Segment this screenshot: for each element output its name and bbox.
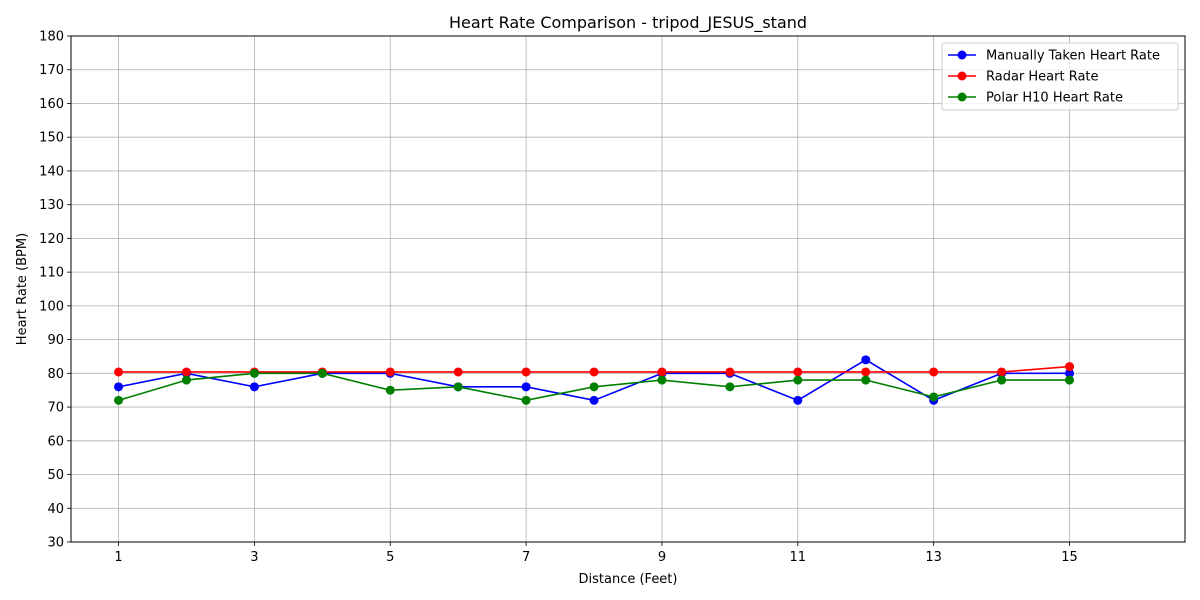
data-point	[793, 367, 803, 377]
data-point	[521, 367, 531, 377]
legend-label: Manually Taken Heart Rate	[986, 49, 1160, 64]
data-point	[1065, 375, 1075, 385]
y-tick-label: 90	[47, 333, 64, 348]
y-tick-label: 30	[47, 536, 64, 551]
x-tick-label: 3	[250, 550, 258, 565]
data-point	[453, 382, 463, 392]
legend-swatch-marker	[957, 71, 967, 81]
x-tick-label: 1	[114, 550, 122, 565]
data-point	[861, 355, 871, 365]
data-point	[521, 382, 531, 392]
data-point	[114, 367, 124, 377]
chart-title: Heart Rate Comparison - tripod_JESUS_sta…	[449, 13, 807, 33]
x-tick-label: 15	[1061, 550, 1078, 565]
y-tick-label: 100	[39, 299, 64, 314]
plot-frame	[70, 35, 1186, 543]
y-tick-label: 160	[39, 97, 64, 112]
series-line	[118, 358, 1070, 402]
data-point	[589, 395, 599, 405]
y-tick-label: 130	[39, 198, 64, 213]
legend-item: Manually Taken Heart Rate	[948, 49, 1160, 64]
data-point	[725, 382, 735, 392]
data-point	[1065, 368, 1075, 378]
data-point	[657, 375, 667, 385]
data-point	[861, 375, 871, 385]
legend-item: Polar H10 Heart Rate	[948, 91, 1123, 106]
y-axis-label: Heart Rate (BPM)	[15, 233, 30, 345]
data-point	[521, 395, 531, 405]
data-point	[114, 382, 124, 392]
y-tick-label: 140	[39, 164, 64, 179]
legend-swatch-marker	[957, 92, 967, 102]
data-point	[793, 375, 803, 385]
data-point	[181, 367, 191, 377]
y-tick-label: 120	[39, 232, 64, 247]
data-point	[997, 367, 1007, 377]
y-tick-label: 80	[47, 367, 64, 382]
grid-lines	[71, 35, 1185, 543]
data-point	[725, 367, 735, 377]
y-tick-label: 180	[39, 30, 64, 45]
data-point	[1065, 362, 1075, 372]
data-point	[317, 368, 327, 378]
x-tick-label: 13	[925, 550, 942, 565]
x-tick-label: 7	[522, 550, 530, 565]
data-point	[861, 367, 871, 377]
legend: Manually Taken Heart Rate Radar Heart Rat…	[941, 42, 1179, 111]
y-tick-label: 70	[47, 401, 64, 416]
y-tick-label: 50	[47, 468, 64, 483]
x-tick-label: 5	[386, 550, 394, 565]
legend-item: Radar Heart Rate	[948, 70, 1099, 85]
data-point	[385, 367, 395, 377]
data-point	[249, 382, 259, 392]
series-radar-heart-rate	[114, 362, 1075, 377]
y-tick-label: 60	[47, 434, 64, 449]
data-point	[929, 392, 939, 402]
legend-label: Radar Heart Rate	[986, 70, 1099, 85]
x-tick-label: 11	[790, 550, 807, 565]
data-point	[249, 368, 259, 378]
legend-swatch-marker	[957, 50, 967, 60]
data-point	[929, 367, 939, 377]
legend-label: Polar H10 Heart Rate	[986, 91, 1123, 106]
data-point	[385, 385, 395, 395]
data-point	[793, 395, 803, 405]
legend-box	[941, 42, 1179, 111]
x-axis-label: Distance (Feet)	[579, 572, 678, 587]
y-axis: 30 40 50 60 70 80 90 100 110 120 130 140 150 160 170 18…	[39, 30, 71, 551]
data-point	[657, 367, 667, 377]
y-tick-label: 150	[39, 131, 64, 146]
series-polar-h10-heart-rate	[114, 368, 1075, 405]
data-point	[589, 382, 599, 392]
series-group	[114, 355, 1075, 405]
y-tick-label: 110	[39, 266, 64, 281]
data-point	[589, 367, 599, 377]
data-point	[453, 367, 463, 377]
x-axis: 1 3 5 7 9 11 13 15	[114, 542, 1078, 565]
data-point	[997, 375, 1007, 385]
y-tick-label: 170	[39, 63, 64, 78]
x-tick-label: 9	[658, 550, 666, 565]
data-point	[181, 375, 191, 385]
y-tick-label: 40	[47, 502, 64, 517]
data-point	[114, 395, 124, 405]
